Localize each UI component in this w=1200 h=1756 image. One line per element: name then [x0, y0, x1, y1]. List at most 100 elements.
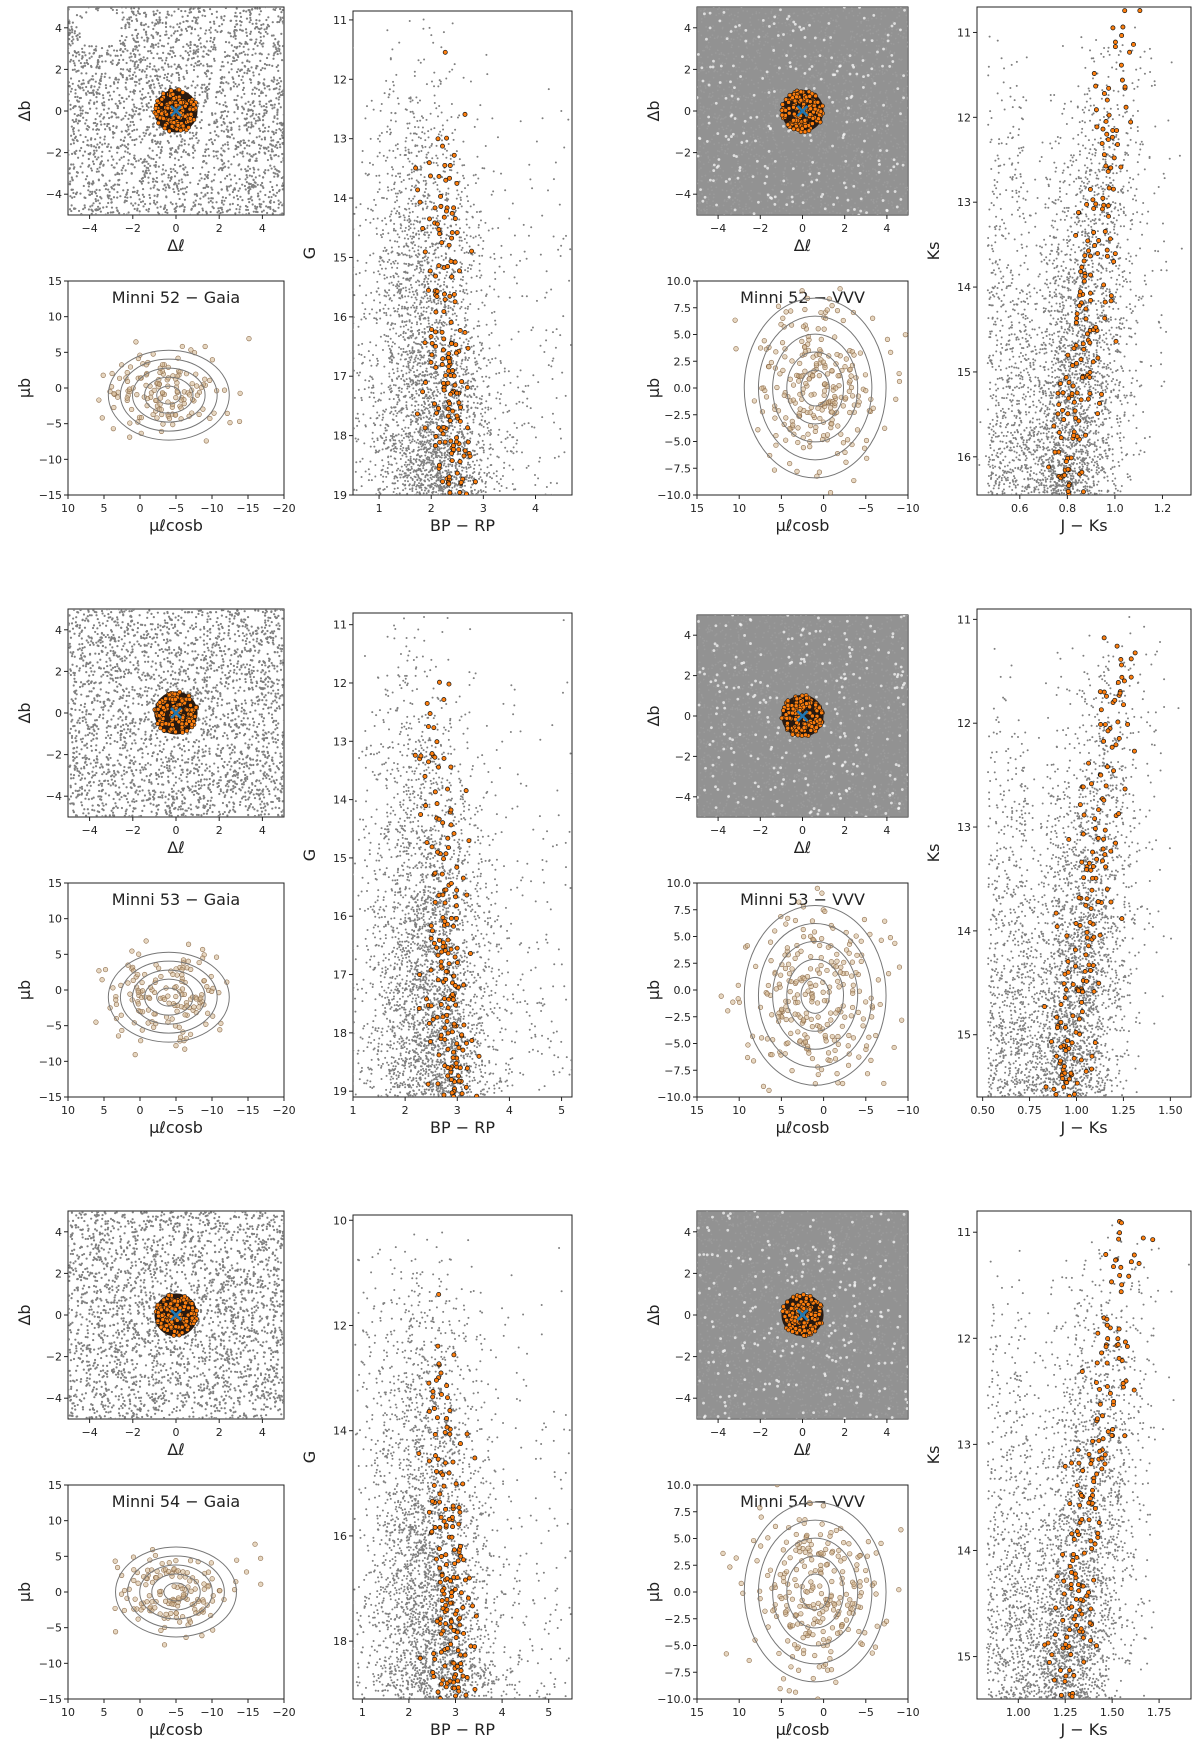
field-star — [381, 418, 384, 421]
field-star — [246, 176, 249, 179]
field-star — [266, 23, 269, 27]
field-star — [125, 145, 128, 149]
field-star — [232, 188, 235, 191]
field-star — [279, 16, 282, 19]
field-star — [133, 207, 136, 211]
field-star — [390, 410, 393, 413]
field-star — [97, 199, 100, 202]
field-star — [401, 483, 404, 486]
field-star — [134, 28, 137, 32]
field-star — [184, 166, 187, 169]
field-star — [444, 245, 447, 248]
field-star — [252, 47, 255, 51]
field-star — [145, 208, 148, 211]
field-star — [110, 201, 113, 204]
field-star — [249, 182, 252, 186]
field-star — [99, 78, 102, 81]
field-star — [363, 388, 366, 391]
field-star — [417, 408, 420, 411]
field-star — [411, 334, 414, 337]
field-star — [206, 63, 209, 66]
field-star — [404, 474, 407, 477]
field-star — [201, 207, 204, 210]
field-star — [364, 172, 367, 175]
field-star — [229, 35, 233, 38]
field-star — [381, 219, 384, 222]
field-star — [243, 71, 246, 74]
field-star — [413, 481, 416, 484]
field-star — [256, 195, 260, 198]
field-star — [220, 158, 223, 161]
field-star — [128, 152, 131, 155]
field-star — [107, 188, 110, 191]
field-star — [282, 202, 284, 205]
field-star — [94, 146, 98, 149]
field-star — [132, 103, 135, 106]
field-star — [401, 305, 404, 308]
field-star — [147, 210, 150, 213]
field-star — [137, 194, 140, 197]
field-star — [118, 58, 121, 62]
field-star — [552, 178, 555, 181]
field-star — [109, 84, 112, 88]
field-star — [115, 126, 118, 130]
field-star — [137, 159, 140, 162]
field-star — [463, 382, 466, 385]
field-star — [226, 125, 229, 128]
field-star — [404, 332, 407, 335]
field-star — [248, 69, 251, 73]
field-star — [141, 180, 145, 183]
field-star — [245, 17, 249, 20]
field-star — [503, 461, 506, 464]
field-star — [422, 297, 425, 300]
field-star — [278, 76, 281, 80]
field-star — [513, 234, 516, 237]
field-star — [390, 111, 393, 114]
field-star — [237, 164, 240, 167]
field-star — [215, 133, 218, 137]
field-star — [486, 423, 489, 426]
field-star — [544, 296, 547, 299]
field-star — [147, 106, 150, 109]
field-star — [451, 280, 454, 283]
field-star — [477, 307, 480, 310]
field-star — [422, 18, 425, 21]
member-star — [186, 125, 191, 130]
field-star — [94, 192, 98, 195]
field-star — [87, 157, 90, 161]
field-star — [141, 187, 145, 191]
field-star — [84, 135, 87, 139]
field-star — [473, 414, 476, 417]
field-star — [201, 213, 204, 215]
field-star — [258, 103, 261, 106]
field-star — [194, 21, 197, 24]
field-star — [99, 195, 102, 199]
pm-star — [157, 395, 164, 401]
field-star — [186, 171, 189, 174]
field-star — [343, 245, 345, 247]
field-star — [517, 386, 520, 389]
field-star — [400, 377, 403, 380]
field-star — [456, 468, 459, 471]
field-star — [258, 19, 261, 22]
field-star — [107, 107, 110, 110]
field-star — [405, 289, 408, 292]
field-star — [155, 77, 159, 80]
field-star — [391, 168, 394, 171]
field-star — [238, 125, 241, 128]
field-star — [427, 277, 430, 280]
field-star — [171, 147, 174, 150]
field-star — [92, 78, 95, 81]
field-star — [418, 233, 421, 236]
field-star — [131, 34, 134, 37]
field-star — [238, 187, 241, 190]
field-star — [247, 100, 250, 103]
field-star — [275, 65, 278, 69]
field-star — [404, 149, 407, 152]
field-star — [551, 331, 554, 334]
field-star — [270, 157, 273, 160]
field-star — [167, 13, 170, 16]
field-star — [206, 85, 209, 88]
field-star — [125, 192, 128, 196]
field-star — [92, 128, 95, 131]
